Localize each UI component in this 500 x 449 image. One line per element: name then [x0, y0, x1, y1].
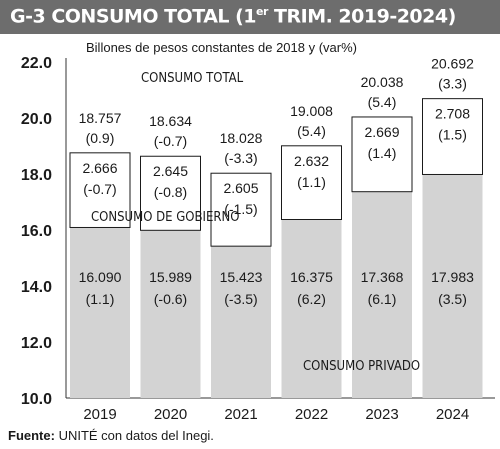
bar-privado — [70, 227, 130, 398]
y-tick-label: 20.0 — [21, 111, 52, 128]
label-privado-value: 15.423 — [220, 269, 263, 285]
y-ticks: 10.0 12.0 14.0 16.0 18.0 20.0 22.0 — [21, 55, 52, 408]
label-privado-value: 17.368 — [361, 269, 404, 285]
label-privado-value: 16.375 — [290, 269, 333, 285]
bar-privado — [422, 174, 483, 398]
annotation-privado: CONSUMO PRIVADO — [303, 359, 420, 374]
bar-gobierno — [140, 155, 201, 231]
annotation-total: CONSUMO TOTAL — [141, 71, 244, 86]
label-privado-var: (-0.6) — [154, 291, 187, 307]
chart-subtitle: Billones de pesos constantes de 2018 y (… — [86, 40, 357, 55]
bar-privado — [140, 230, 201, 398]
label-total-value: 20.692 — [431, 56, 474, 72]
label-gobierno-value: 2.605 — [223, 180, 258, 196]
label-privado-value: 16.090 — [79, 269, 122, 285]
y-tick-label: 12.0 — [21, 335, 52, 352]
label-gobierno-var: (-0.8) — [154, 184, 187, 200]
title-sup: er — [256, 5, 268, 18]
label-privado-var: (6.2) — [297, 291, 326, 307]
bar-gobierno — [351, 116, 413, 193]
label-total-var: (3.3) — [438, 76, 467, 92]
label-total-var: (5.4) — [297, 123, 326, 139]
bar-privado — [211, 246, 271, 398]
label-gobierno-var: (1.1) — [297, 174, 326, 190]
bar-privado — [281, 219, 342, 398]
title-main: G-3 CONSUMO TOTAL (1 — [10, 5, 257, 28]
bar-gobierno — [69, 152, 131, 228]
label-total-var: (5.4) — [368, 94, 397, 110]
label-gobierno-value: 2.666 — [82, 160, 117, 176]
label-total-value: 18.028 — [220, 130, 263, 146]
y-tick-label: 18.0 — [21, 167, 52, 184]
bar-gobierno — [281, 145, 342, 220]
y-tick-label: 16.0 — [21, 223, 52, 240]
title-rest: TRIM. 2019-2024) — [267, 5, 456, 28]
x-tick-label: 2024 — [436, 406, 469, 423]
bar-privado — [352, 191, 412, 398]
label-total-var: (-3.3) — [224, 150, 257, 166]
data-labels: 16.090 (1.1) 2.666 (-0.7) 18.757 (0.9) 15.989 (… — [79, 56, 475, 307]
label-privado-var: (1.1) — [86, 291, 115, 307]
source-text: UNITÉ con datos del Inegi. — [54, 428, 214, 443]
label-total-var: (0.9) — [86, 130, 115, 146]
label-total-value: 19.008 — [290, 103, 333, 119]
label-gobierno-var: (1.5) — [438, 127, 467, 143]
title-bar — [0, 0, 500, 34]
label-gobierno-value: 2.669 — [364, 124, 399, 140]
x-tick-label: 2020 — [154, 406, 187, 423]
label-gobierno-value: 2.645 — [153, 163, 188, 179]
x-tick-label: 2022 — [295, 406, 328, 423]
label-privado-value: 15.989 — [149, 269, 192, 285]
chart-title: G-3 CONSUMO TOTAL (1er TRIM. 2019-2024) — [10, 5, 456, 27]
bar-gobierno — [210, 172, 272, 247]
label-gobierno-var: (-0.7) — [83, 181, 116, 197]
label-privado-value: 17.983 — [431, 269, 474, 285]
label-gobierno-value: 2.632 — [294, 153, 329, 169]
bars — [69, 98, 483, 398]
x-ticks: 2019 2020 2021 2022 2023 2024 — [83, 406, 469, 423]
x-tick-label: 2019 — [83, 406, 116, 423]
label-privado-var: (3.5) — [438, 291, 467, 307]
x-tick-label: 2023 — [365, 406, 398, 423]
label-total-value: 20.038 — [361, 74, 404, 90]
source-label: Fuente: — [8, 428, 55, 443]
x-tick-label: 2021 — [224, 406, 257, 423]
label-gobierno-value: 2.708 — [435, 106, 470, 122]
y-tick-label: 14.0 — [21, 279, 52, 296]
annotation-gobierno: CONSUMO DE GOBIERNO — [91, 210, 239, 225]
y-tick-label: 22.0 — [21, 55, 52, 72]
label-total-value: 18.634 — [149, 113, 192, 129]
label-gobierno-var: (1.4) — [368, 145, 397, 161]
bar-gobierno — [422, 98, 483, 175]
label-privado-var: (-3.5) — [224, 291, 257, 307]
label-total-value: 18.757 — [79, 110, 122, 126]
label-total-var: (-0.7) — [154, 133, 187, 149]
label-privado-var: (6.1) — [368, 291, 397, 307]
label-gobierno-var: (-1.5) — [224, 201, 257, 217]
y-tick-label: 10.0 — [21, 391, 52, 408]
source-note: Fuente: UNITÉ con datos del Inegi. — [8, 428, 214, 443]
